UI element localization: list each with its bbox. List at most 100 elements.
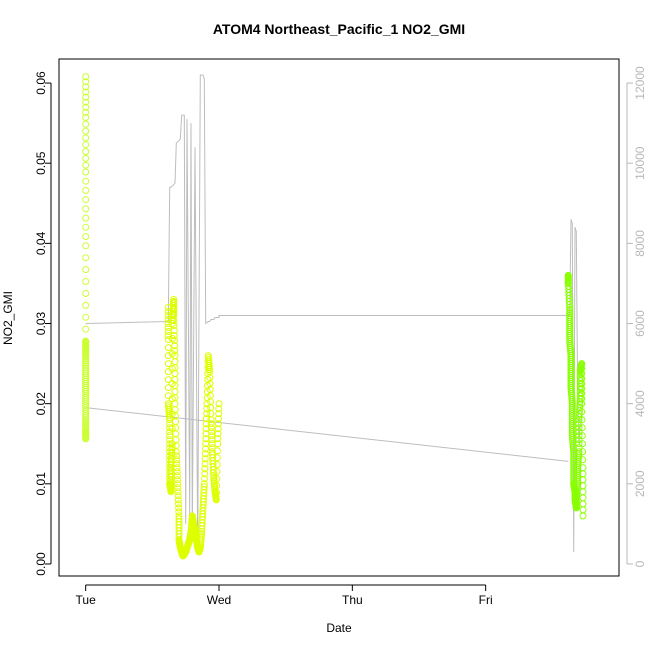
data-point [173, 460, 181, 468]
data-point [578, 361, 585, 369]
data-point [578, 416, 586, 424]
data-point [208, 444, 216, 452]
data-point [82, 154, 90, 162]
x-axis-label: Date [326, 621, 352, 635]
data-point [214, 447, 221, 455]
data-point [82, 73, 90, 81]
data-point [167, 470, 175, 478]
data-point [172, 442, 180, 450]
data-point [174, 488, 182, 496]
data-point [203, 415, 210, 423]
data-point [170, 308, 178, 315]
data-point [82, 78, 90, 86]
data-point [171, 342, 179, 350]
data-point [197, 534, 205, 542]
data-point [213, 489, 220, 497]
data-point [202, 425, 210, 433]
x-tick-label: Wed [207, 593, 231, 607]
data-point [82, 205, 90, 213]
data-point [175, 504, 183, 512]
data-point [172, 418, 179, 426]
data-point [82, 187, 90, 194]
data-point [165, 410, 173, 418]
data-point [566, 301, 573, 308]
data-point [82, 114, 90, 121]
data-point [575, 452, 583, 460]
data-point [82, 254, 90, 262]
data-point [575, 424, 583, 432]
y-tick-label: 0.01 [34, 472, 48, 496]
data-point [200, 483, 208, 491]
data-point [198, 530, 205, 538]
y2-tick-label: 12000 [633, 66, 647, 100]
data-point [82, 233, 90, 240]
data-point [214, 435, 222, 443]
data-point [215, 400, 223, 408]
data-point [579, 456, 587, 464]
marks-layer [82, 73, 587, 560]
data-point [575, 444, 583, 452]
data-point [207, 410, 215, 418]
data-point [82, 88, 90, 96]
y2-tick-label: 6000 [633, 310, 647, 337]
data-point [208, 440, 216, 448]
data-point [575, 432, 583, 440]
data-point [213, 475, 221, 483]
data-point [203, 405, 211, 413]
data-point [82, 214, 90, 222]
data-point [82, 98, 90, 106]
data-point [174, 492, 182, 500]
data-point [168, 425, 176, 433]
y2-tick-label: 2000 [633, 470, 647, 497]
data-point [164, 384, 172, 392]
data-point [564, 278, 572, 286]
data-point [579, 494, 587, 502]
data-point [171, 370, 179, 378]
data-point [567, 378, 575, 386]
data-point [170, 332, 178, 339]
data-point [214, 420, 222, 428]
data-point [205, 362, 213, 370]
data-point [174, 484, 182, 492]
data-point [214, 425, 222, 433]
y2-tick-label: 8000 [633, 230, 647, 257]
data-point [82, 120, 90, 128]
y-tick-label: 0.03 [34, 311, 48, 335]
data-point [164, 392, 172, 400]
data-point [82, 141, 90, 149]
data-point [209, 466, 217, 474]
x-tick-label: Fri [479, 593, 493, 607]
data-point [202, 445, 209, 453]
data-point [215, 415, 222, 423]
data-point [201, 475, 208, 483]
y-axis-label: NO2_GMI [1, 291, 15, 345]
data-point [201, 450, 209, 458]
data-point [213, 454, 221, 462]
data-point [578, 390, 586, 398]
data-point [213, 461, 221, 469]
data-point [578, 424, 586, 432]
data-point [82, 266, 90, 274]
data-point [175, 500, 182, 508]
data-point [213, 468, 221, 476]
data-point [568, 426, 576, 434]
data-point [578, 385, 586, 393]
x-tick-label: Thu [342, 593, 363, 607]
data-point [82, 325, 90, 333]
data-point [171, 394, 179, 402]
data-point [82, 378, 90, 386]
data-point [168, 443, 176, 451]
data-point [173, 468, 181, 476]
data-point [170, 306, 178, 313]
data-point [82, 434, 90, 442]
data-point [164, 376, 172, 384]
data-point [171, 388, 179, 396]
data-point [82, 223, 90, 231]
data-point [166, 472, 174, 480]
data-point [82, 352, 90, 360]
data-point [578, 408, 586, 416]
data-point [166, 468, 174, 476]
y-tick-label: 0.05 [34, 151, 48, 175]
data-point [579, 512, 587, 520]
